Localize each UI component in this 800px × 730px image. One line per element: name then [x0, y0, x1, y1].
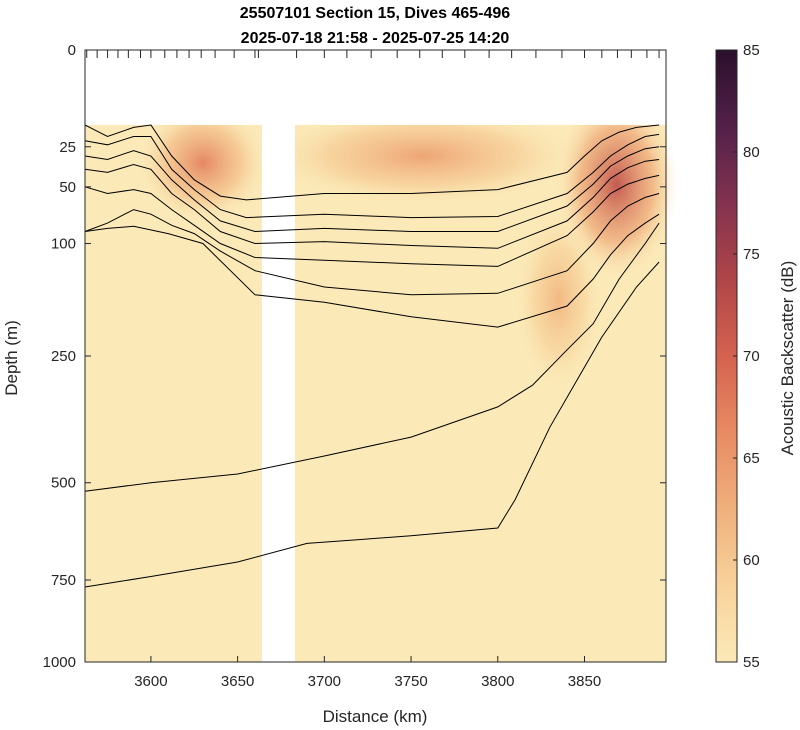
colorbar-tick-label: 75 [743, 246, 760, 263]
chart-subtitle: 2025-07-18 21:58 - 2025-07-25 14:20 [241, 30, 510, 47]
colorbar-tick-label: 65 [743, 450, 760, 467]
high-backscatter-region [515, 209, 602, 390]
colorbar-tick-label: 70 [743, 348, 760, 365]
x-tick-label: 3650 [221, 673, 254, 690]
contour-line-5 [84, 174, 660, 267]
contour-line-6 [84, 193, 660, 296]
x-tick-label: 3750 [394, 673, 427, 690]
contour-line-7 [84, 213, 660, 328]
contour-line-1 [84, 124, 660, 201]
dive-markers [86, 50, 660, 58]
plot-area: 3600 3650 3700 3750 3800 3850 0 25 50 100 250 500 7… [43, 42, 678, 690]
contour-line-8 [84, 222, 660, 492]
y-tick-label: 500 [51, 475, 76, 492]
no-data-band [85, 50, 666, 125]
x-tick-label: 3700 [308, 673, 341, 690]
y-tick-label: 750 [51, 572, 76, 589]
y-tick-label: 50 [59, 179, 76, 196]
y-tick-label: 0 [68, 42, 76, 59]
colorbar-tick-label: 85 [743, 42, 760, 59]
data-gap [261, 50, 295, 662]
colorbar-ticks: 55 60 65 70 75 80 85 [733, 42, 760, 671]
colorbar-tick-label: 55 [743, 654, 760, 671]
contour-line-2 [84, 133, 660, 219]
x-tick-label: 3800 [481, 673, 514, 690]
colorbar-label: Acoustic Backscatter (dB) [778, 261, 797, 456]
contour-line-4 [84, 159, 660, 249]
y-axis-ticks: 0 25 50 100 250 500 750 1000 [43, 42, 666, 671]
y-tick-label: 25 [59, 139, 76, 156]
y-tick-label: 1000 [43, 654, 76, 671]
chart-title: 25507101 Section 15, Dives 465-496 [240, 5, 511, 22]
y-axis-label: Depth (m) [2, 320, 21, 396]
contour-line-9 [84, 261, 660, 588]
colorbar: 55 60 65 70 75 80 85 Acoustic Backscatter (dB) [715, 42, 797, 671]
colorbar-tick-label: 80 [743, 144, 760, 161]
high-backscatter-region [264, 106, 581, 206]
x-tick-label: 3600 [134, 673, 167, 690]
contour-line-3 [84, 146, 660, 233]
y-tick-label: 250 [51, 348, 76, 365]
colorbar-tick-label: 60 [743, 552, 760, 569]
contour-lines [84, 124, 660, 588]
y-tick-label: 100 [51, 236, 76, 253]
x-axis-ticks: 3600 3650 3700 3750 3800 3850 [134, 656, 601, 690]
x-axis-label: Distance (km) [323, 707, 428, 726]
x-tick-label: 3850 [568, 673, 601, 690]
